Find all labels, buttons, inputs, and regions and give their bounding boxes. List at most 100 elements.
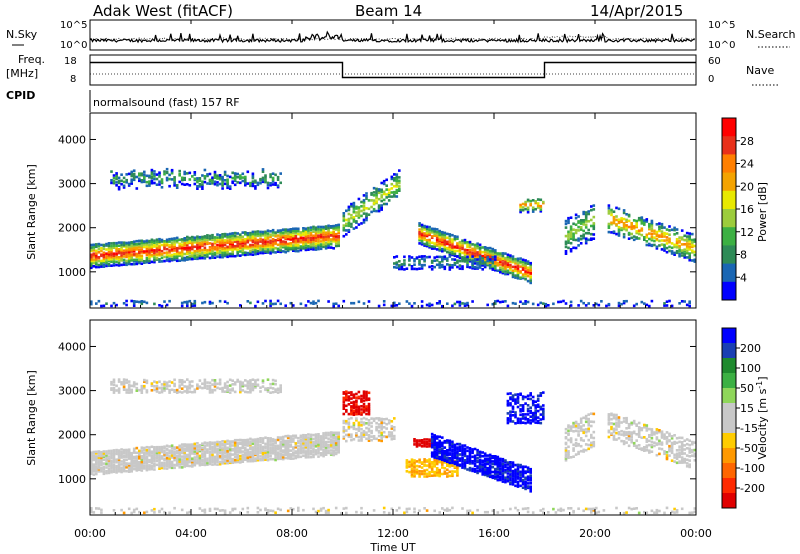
echo-cell <box>115 458 118 461</box>
echo-cell <box>186 172 189 175</box>
echo-cell <box>337 242 340 245</box>
echo-cell <box>294 454 298 458</box>
echo-cell <box>488 249 492 253</box>
echo-cell <box>367 300 371 303</box>
echo-cell <box>178 444 181 448</box>
echo-cell <box>312 236 315 239</box>
echo-cell <box>122 263 126 266</box>
echo-cell <box>143 178 146 182</box>
echo-cell <box>110 383 113 386</box>
echo-cell <box>143 452 146 456</box>
echo-cell <box>173 184 176 187</box>
echo-cell <box>271 228 275 232</box>
echo-cell <box>102 462 106 465</box>
echo-cell <box>352 427 356 431</box>
echo-cell <box>476 244 479 248</box>
echo-cell <box>153 239 156 242</box>
echo-cell <box>362 390 366 393</box>
echo-cell <box>221 184 224 187</box>
echo-cell <box>244 244 247 247</box>
echo-cell <box>120 382 123 386</box>
echo-cell <box>393 262 396 265</box>
echo-cell <box>448 465 452 468</box>
echo-cell <box>256 453 260 456</box>
echo-cell <box>357 197 361 201</box>
echo-cell <box>125 249 128 252</box>
echo-cell <box>105 262 108 266</box>
echo-cell <box>680 254 684 257</box>
echo-cell <box>211 457 214 461</box>
echo-cell <box>183 449 186 453</box>
echo-cell <box>289 247 293 251</box>
echo-cell <box>514 398 517 401</box>
echo-cell <box>433 227 436 231</box>
echo-cell <box>451 250 454 253</box>
echo-cell <box>115 466 118 470</box>
echo-cell <box>264 244 267 247</box>
echo-cell <box>451 258 454 261</box>
echo-cell <box>380 435 383 439</box>
echo-cell <box>107 471 111 475</box>
echo-cell <box>622 225 626 229</box>
echo-cell <box>112 460 116 464</box>
echo-cell <box>135 248 139 251</box>
echo-cell <box>496 455 500 459</box>
echo-cell <box>203 441 207 444</box>
echo-cell <box>637 237 641 240</box>
echo-cell <box>251 180 255 183</box>
echo-cell <box>317 230 320 233</box>
freq-panel <box>89 54 697 86</box>
echo-cell <box>281 435 285 439</box>
echo-cell <box>418 443 421 446</box>
echo-cell <box>226 186 229 190</box>
echo-cell <box>582 229 585 233</box>
echo-cell <box>266 250 270 253</box>
echo-cell <box>211 242 214 246</box>
echo-cell <box>536 394 540 398</box>
echo-cell <box>529 487 532 490</box>
echo-cell <box>317 434 320 438</box>
echo-cell <box>494 467 497 471</box>
echo-cell <box>360 421 363 424</box>
echo-cell <box>186 300 189 304</box>
echo-cell <box>236 449 239 452</box>
echo-cell <box>478 251 482 254</box>
echo-cell <box>501 475 505 479</box>
echo-cell <box>168 257 171 261</box>
echo-cell <box>100 265 103 268</box>
echo-cell <box>529 279 532 282</box>
echo-cell <box>435 234 439 238</box>
echo-cell <box>319 436 323 440</box>
echo-cell <box>592 204 596 207</box>
echo-cell <box>236 455 239 459</box>
noise-left-tick-bottom: 10^0 <box>60 40 87 51</box>
echo-cell <box>271 243 275 247</box>
echo-cell <box>337 234 340 238</box>
echo-cell <box>269 243 272 247</box>
echo-cell <box>160 304 164 308</box>
echo-cell <box>463 460 467 464</box>
echo-cell <box>367 421 371 425</box>
echo-cell <box>562 299 565 303</box>
echo-cell <box>112 468 116 472</box>
echo-cell <box>317 455 320 458</box>
echo-cell <box>481 473 484 476</box>
echo-cell <box>203 243 207 246</box>
echo-cell <box>319 243 323 246</box>
echo-cell <box>112 388 116 392</box>
echo-cell <box>494 469 497 473</box>
echo-cell <box>645 240 649 243</box>
echo-cell <box>529 476 532 479</box>
echo-cell <box>302 454 305 457</box>
echo-cell <box>297 448 300 451</box>
echo-cell <box>239 449 242 452</box>
echo-cell <box>569 456 573 459</box>
echo-cell <box>271 247 275 251</box>
echo-cell <box>203 251 207 254</box>
echo-cell <box>92 265 96 268</box>
echo-cell <box>332 238 335 241</box>
echo-cell <box>360 411 363 414</box>
echo-cell <box>117 391 121 394</box>
echo-cell <box>148 246 151 250</box>
echo-cell <box>478 458 482 462</box>
